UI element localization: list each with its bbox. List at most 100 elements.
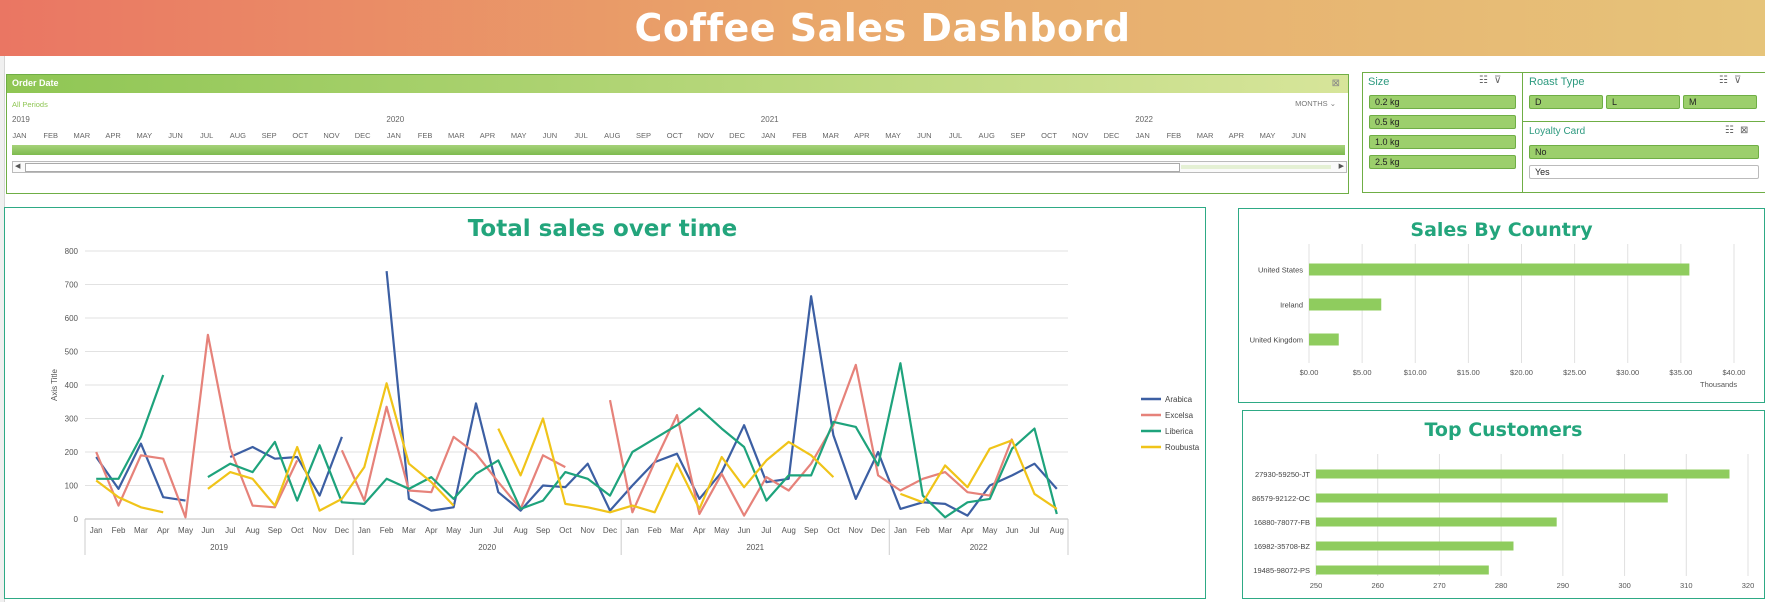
timeline-month-20[interactable]: SEP (635, 131, 651, 140)
x-tick-label: Nov (581, 526, 595, 535)
y-tick-label: 800 (65, 247, 79, 256)
y-tick-label: 400 (65, 381, 79, 390)
timeline-month-38[interactable]: MAR (1196, 131, 1214, 140)
top-customers-card[interactable]: Top Customers 250 260 270 280 290 300 310 320 27… (1242, 410, 1765, 599)
timeline-month-11[interactable]: DEC (354, 131, 371, 140)
y-tick-label: 100 (65, 482, 79, 491)
scroll-left-icon[interactable]: ◀ (15, 163, 21, 170)
timeline-month-29[interactable]: JUN (917, 131, 932, 140)
x-tick-label: Aug (782, 526, 796, 535)
timeline-month-23[interactable]: DEC (729, 131, 746, 140)
timeline-month-0[interactable]: JAN (12, 131, 27, 140)
sales-by-country-card[interactable]: Sales By Country $0.00 $5.00 $10.00 $15.00 $… (1238, 208, 1765, 403)
x-tick-label: Jul (1029, 526, 1039, 535)
timeline-month-36[interactable]: JAN (1135, 131, 1150, 140)
x-tick-label: Jul (493, 526, 503, 535)
timeline-month-9[interactable]: OCT (292, 131, 309, 140)
timeline-month-27[interactable]: APR (854, 131, 870, 140)
loyalty-no-button[interactable]: No (1529, 145, 1759, 159)
x-tick-label: Sep (536, 526, 551, 535)
size-2-5kg-button[interactable]: 2.5 kg (1369, 155, 1516, 169)
bar (1309, 333, 1339, 346)
multi-select-filter-icons[interactable]: ☷⊽ (1479, 75, 1508, 86)
timeline-month-7[interactable]: AUG (229, 131, 247, 140)
timeline-year-2022: 2022 (1135, 115, 1153, 124)
bar (1309, 263, 1690, 276)
timeline-selection-bar[interactable] (12, 145, 1345, 155)
legend-label-excelsa: Excelsa (1165, 411, 1194, 420)
loyalty-yes-button[interactable]: Yes (1529, 165, 1759, 179)
size-0-5kg-button[interactable]: 0.5 kg (1369, 115, 1516, 129)
x-tick-label: Jan (894, 526, 907, 535)
timeline-month-37[interactable]: FEB (1166, 131, 1182, 140)
timeline-month-13[interactable]: FEB (417, 131, 433, 140)
x-tick-label: 270 (1433, 581, 1446, 590)
x-tick-label: Apr (693, 526, 706, 535)
timeline-month-26[interactable]: MAR (822, 131, 840, 140)
timeline-month-34[interactable]: NOV (1072, 131, 1089, 140)
timeline-month-8[interactable]: SEP (261, 131, 277, 140)
x-year-label: 2022 (970, 543, 988, 552)
roast-d-button[interactable]: D (1529, 95, 1603, 109)
x-tick-label: Jun (1006, 526, 1019, 535)
timeline-month-21[interactable]: OCT (666, 131, 683, 140)
roast-m-button[interactable]: M (1683, 95, 1757, 109)
timeline-month-1[interactable]: FEB (43, 131, 58, 140)
clear-filter-icon[interactable]: ⊠ (1331, 78, 1340, 89)
timeline-month-32[interactable]: SEP (1010, 131, 1026, 140)
size-slicer-title: Size (1368, 76, 1390, 88)
timeline-year-2019: 2019 (12, 115, 30, 124)
series-line-arabica (95, 270, 1058, 517)
timeline-year-2020: 2020 (386, 115, 405, 124)
timeline-level-dropdown[interactable]: MONTHS ⌄ (1295, 99, 1336, 108)
y-tick-label: 600 (65, 314, 79, 323)
x-tick-label: Mar (670, 526, 684, 535)
timeline-month-17[interactable]: JUN (542, 131, 558, 140)
timeline-month-6[interactable]: JUL (200, 131, 214, 140)
x-tick-label: Aug (514, 526, 528, 535)
roast-filter-icons[interactable]: ☷⊽ (1719, 75, 1748, 86)
timeline-month-19[interactable]: AUG (604, 131, 621, 140)
timeline-month-22[interactable]: NOV (697, 131, 715, 140)
timeline-month-15[interactable]: APR (479, 131, 496, 140)
scroll-right-icon[interactable]: ▶ (1338, 163, 1344, 170)
timeline-month-40[interactable]: MAY (1259, 131, 1276, 140)
x-tick-label: May (714, 526, 729, 535)
x-tick-label: $25.00 (1563, 368, 1586, 377)
timeline-month-31[interactable]: AUG (978, 131, 995, 140)
timeline-title: Order Date (12, 78, 59, 88)
timeline-month-12[interactable]: JAN (386, 131, 401, 140)
order-date-timeline[interactable]: Order Date ⊠ All Periods MONTHS ⌄ 2019 20… (6, 74, 1349, 194)
loyalty-filter-icons[interactable]: ☷⊠ (1725, 125, 1755, 136)
roast-l-button[interactable]: L (1606, 95, 1680, 109)
timeline-year-2021: 2021 (760, 115, 779, 124)
timeline-month-35[interactable]: DEC (1103, 131, 1120, 140)
sales-over-time-card[interactable]: Total sales over time 0 100 200 300 400 500 60… (4, 207, 1206, 599)
timeline-month-30[interactable]: JUL (948, 131, 963, 140)
timeline-month-4[interactable]: MAY (136, 131, 153, 140)
timeline-month-33[interactable]: OCT (1041, 131, 1058, 140)
timeline-header: Order Date ⊠ (7, 75, 1348, 93)
timeline-month-24[interactable]: JAN (761, 131, 776, 140)
timeline-month-2[interactable]: MAR (73, 131, 91, 140)
timeline-month-28[interactable]: MAY (885, 131, 901, 140)
timeline-scrollbar[interactable]: ◀ ▶ (12, 161, 1347, 173)
country-chart-title: Sales By Country (1410, 219, 1593, 241)
timeline-month-5[interactable]: JUN (168, 131, 183, 140)
size-1-0kg-button[interactable]: 1.0 kg (1369, 135, 1516, 149)
x-tick-label: Sep (268, 526, 283, 535)
timeline-month-14[interactable]: MAR (447, 131, 465, 140)
timeline-month-16[interactable]: MAY (510, 131, 527, 140)
x-tick-label: Jan (358, 526, 371, 535)
timeline-month-39[interactable]: APR (1228, 131, 1244, 140)
x-tick-label: Jan (626, 526, 639, 535)
timeline-month-18[interactable]: JUL (574, 131, 588, 140)
timeline-month-10[interactable]: NOV (323, 131, 340, 140)
timeline-month-3[interactable]: APR (105, 131, 121, 140)
timeline-month-41[interactable]: JUN (1291, 131, 1306, 140)
timeline-month-25[interactable]: FEB (792, 131, 807, 140)
x-tick-label: Mar (938, 526, 952, 535)
size-0-2kg-button[interactable]: 0.2 kg (1369, 95, 1516, 109)
scrollbar-thumb[interactable] (25, 163, 1180, 172)
x-tick-label: $5.00 (1353, 368, 1372, 377)
